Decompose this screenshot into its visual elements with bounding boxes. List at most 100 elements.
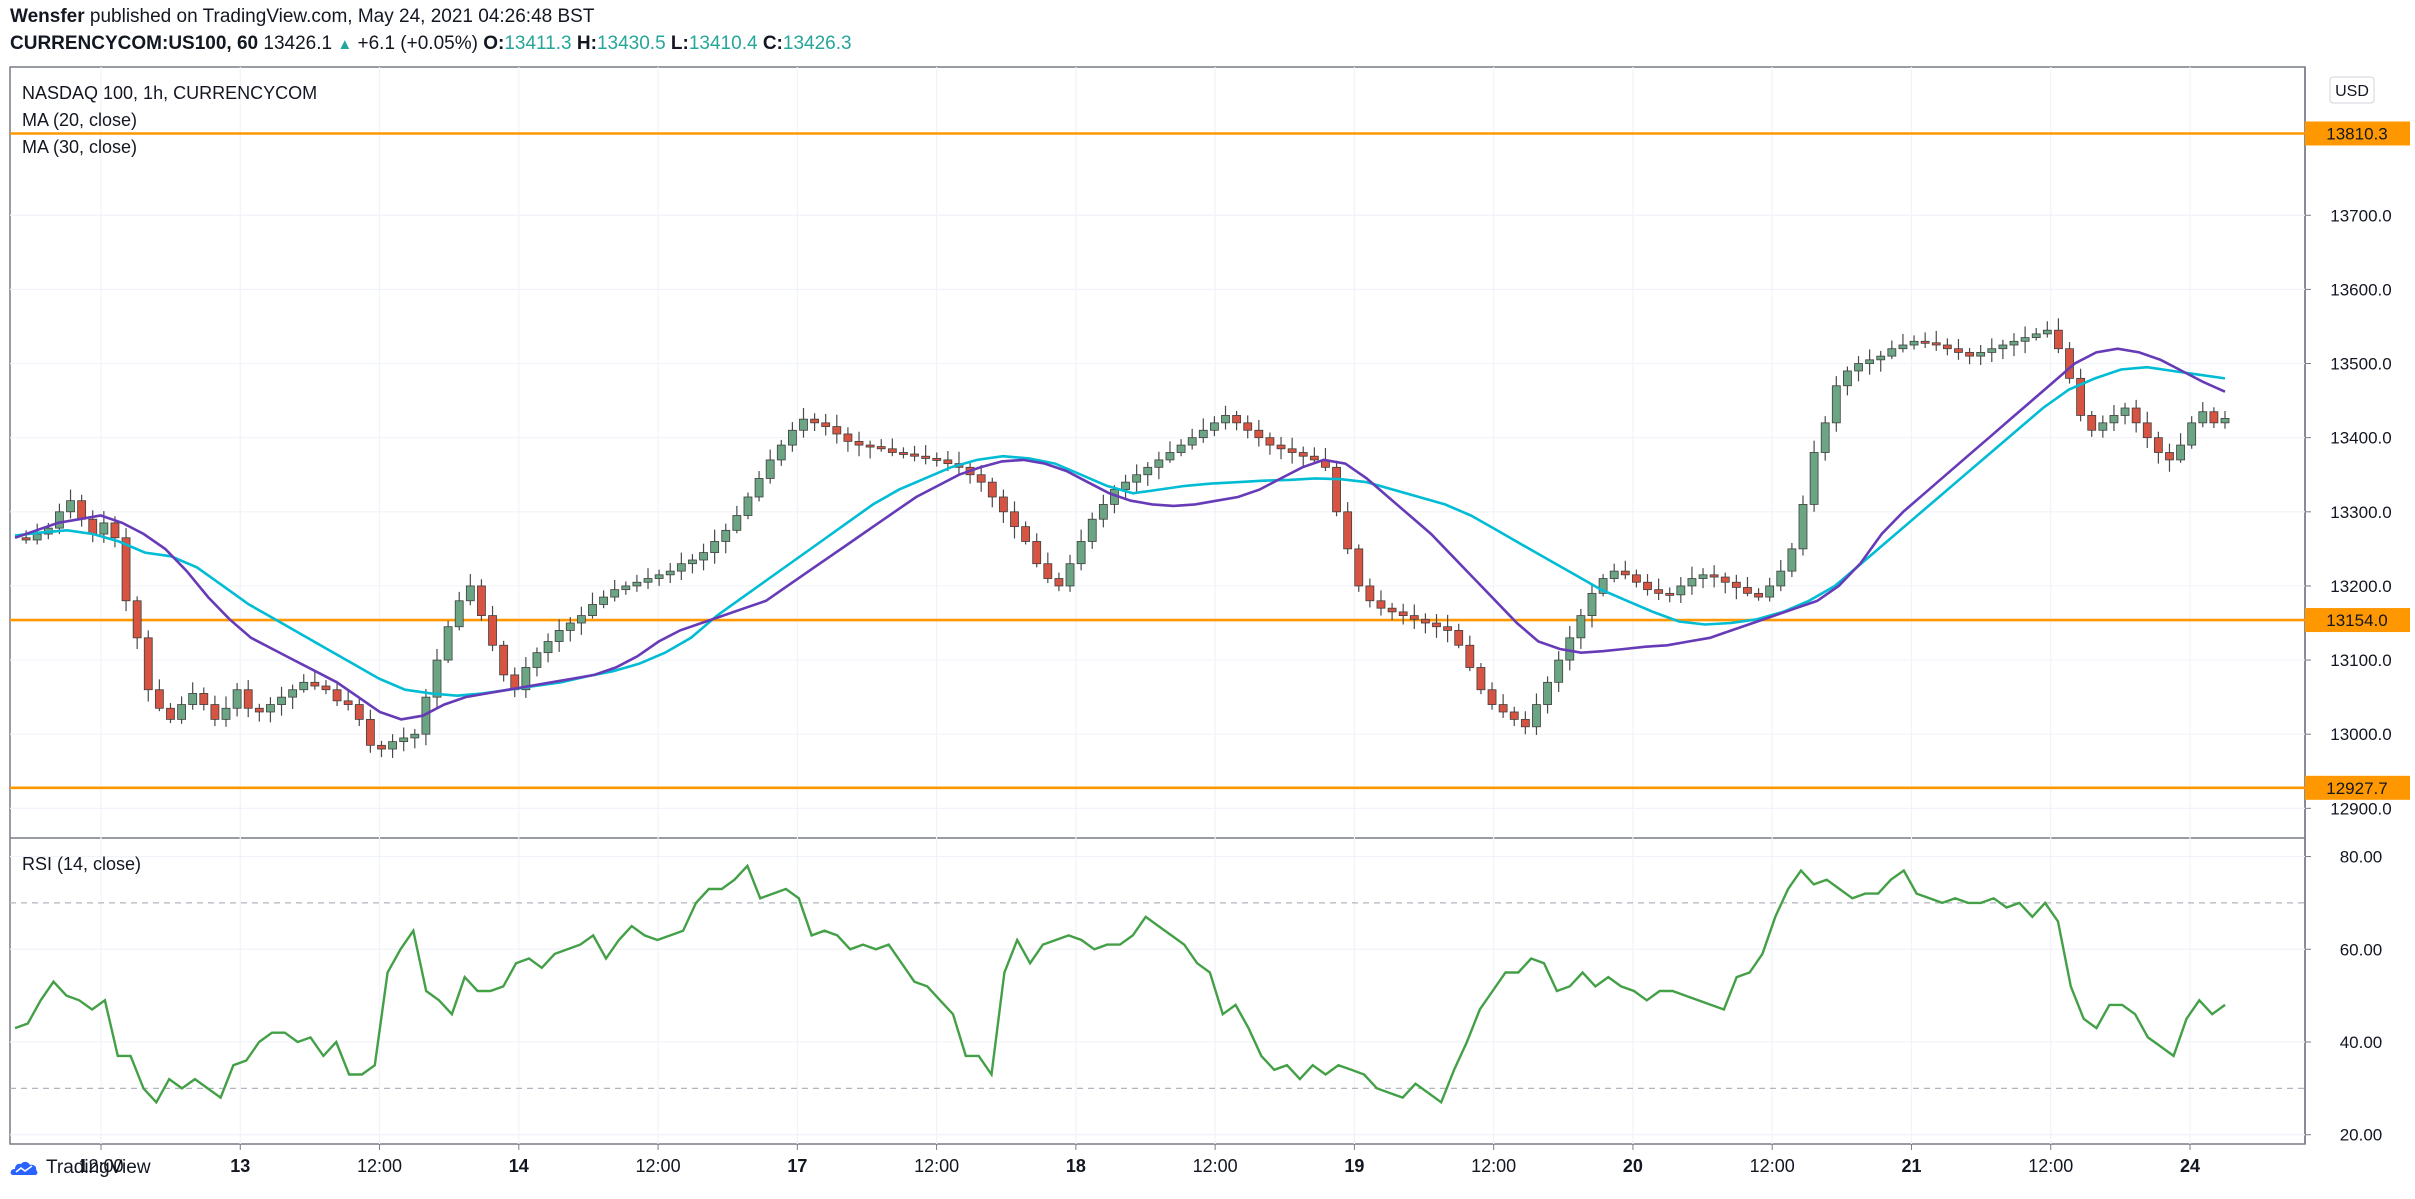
level-label-box: [2305, 608, 2410, 633]
candle-body: [699, 552, 708, 561]
price-tick-label: 12900.0: [2330, 799, 2391, 818]
high-label: H:: [576, 33, 597, 54]
candle-body: [443, 626, 453, 661]
candle-body: [1187, 437, 1197, 446]
candle-body: [532, 652, 542, 668]
candle-body: [654, 574, 664, 579]
level-label-box: [2305, 775, 2410, 800]
candle-body: [2142, 422, 2152, 439]
candle-body: [1820, 422, 1830, 453]
candle-body: [588, 604, 597, 616]
candle-body: [1387, 607, 1397, 613]
price-tick-label: 13300.0: [2330, 503, 2391, 522]
candle-body: [1954, 348, 1963, 353]
candle-body: [199, 693, 209, 705]
author-name[interactable]: Wensfer: [10, 6, 85, 27]
candle-body: [2153, 437, 2163, 453]
candle-body: [1076, 541, 1086, 565]
candle-body: [488, 615, 497, 646]
rsi-tick-label: 80.00: [2340, 848, 2383, 867]
candle-body: [388, 741, 397, 750]
candle-body: [1221, 415, 1230, 424]
legend-ma30[interactable]: MA (30, close): [22, 137, 137, 157]
price-tick-label: 13400.0: [2330, 429, 2391, 448]
candle-body: [1876, 355, 1886, 361]
time-tick-label: 12:00: [1471, 1156, 1516, 1176]
tradingview-logo[interactable]: TradingView: [10, 1157, 151, 1179]
candle-body: [1920, 340, 1930, 344]
candle-body: [1520, 718, 1530, 728]
close-label: C:: [762, 33, 783, 54]
price-axis[interactable]: 12900.0 13000.0 13100.0 13200.0 13300.0 13400…: [2305, 206, 2392, 818]
candle-body: [1198, 429, 1208, 439]
candle-body: [799, 418, 808, 431]
candle-body: [110, 522, 120, 539]
candle-body: [599, 596, 608, 605]
legend-title[interactable]: NASDAQ 100, 1h, CURRENCYCOM: [22, 83, 317, 103]
rsi-bands: [10, 902, 2305, 1089]
candle-body: [1354, 548, 1364, 587]
symbol-label: CURRENCYCOM:US100, 60: [10, 33, 259, 54]
candle-body: [854, 440, 864, 446]
price-tick-label: 13100.0: [2330, 651, 2391, 670]
candle-body: [277, 696, 286, 705]
tradingview-logo-text: TradingView: [46, 1157, 151, 1178]
candle-body: [1576, 615, 1586, 639]
rsi-line: [14, 863, 2226, 1105]
candle-body: [754, 478, 764, 498]
time-axis[interactable]: 12:00 13 12:00 14 12:00 17 12:00 18 12:00 19 12:00…: [78, 1144, 2200, 1176]
candle-body: [1476, 667, 1486, 691]
candle-body: [1487, 689, 1497, 705]
candle-body: [721, 529, 731, 542]
candle-body: [188, 693, 198, 705]
candle-body: [1098, 503, 1108, 520]
candle-body: [1609, 570, 1619, 579]
high-value: 13430.5: [596, 33, 666, 54]
candle-body: [998, 496, 1008, 513]
candle-body: [743, 496, 753, 516]
candle-body: [943, 459, 953, 465]
candle-body: [243, 689, 253, 709]
candle-body: [1343, 511, 1353, 550]
candle-body: [365, 718, 375, 746]
candle-body: [632, 581, 642, 587]
candle-body: [1243, 422, 1253, 431]
candle-body: [166, 707, 175, 720]
candle-body: [343, 700, 353, 705]
candle-body: [77, 500, 87, 520]
candle-body: [332, 689, 342, 702]
legend-rsi[interactable]: RSI (14, close): [22, 854, 141, 874]
published-text: published on TradingView.com, May 24, 20…: [89, 6, 595, 27]
ohlc-line: CURRENCYCOM:US100, 60 13426.1 ▲ +6.1 (+0…: [10, 33, 852, 55]
rsi-axis[interactable]: 20.00 40.00 60.00 80.00: [2305, 848, 2382, 1145]
price-tick-label: 13200.0: [2330, 577, 2391, 596]
publish-line: Wensfer published on TradingView.com, Ma…: [10, 6, 594, 28]
candle-body: [543, 641, 553, 654]
candle-body: [1509, 711, 1519, 720]
candle-body: [1065, 563, 1075, 587]
candle-body: [2109, 415, 2119, 424]
time-tick-label: 12:00: [636, 1156, 681, 1176]
legend-ma20[interactable]: MA (20, close): [22, 110, 137, 130]
candle-body: [221, 707, 231, 720]
candle-body: [899, 452, 908, 455]
candle-body: [1532, 704, 1541, 728]
horizontal-levels[interactable]: [10, 132, 2305, 790]
candle-body: [2187, 422, 2197, 446]
candle-body: [1787, 548, 1797, 572]
candle-body: [976, 474, 986, 483]
candle-body: [1754, 592, 1763, 598]
candle-body: [177, 704, 186, 720]
candle-body: [910, 453, 919, 457]
candle-body: [1731, 581, 1741, 588]
candle-body: [554, 630, 564, 642]
candle-body: [610, 589, 620, 598]
candle-body: [132, 600, 142, 639]
candle-body: [688, 559, 697, 565]
candle-body: [832, 426, 842, 435]
currency-label: USD: [2335, 83, 2369, 100]
candle-body: [1909, 340, 1919, 346]
currency-badge[interactable]: [2329, 76, 2375, 104]
candle-body: [1298, 452, 1308, 457]
